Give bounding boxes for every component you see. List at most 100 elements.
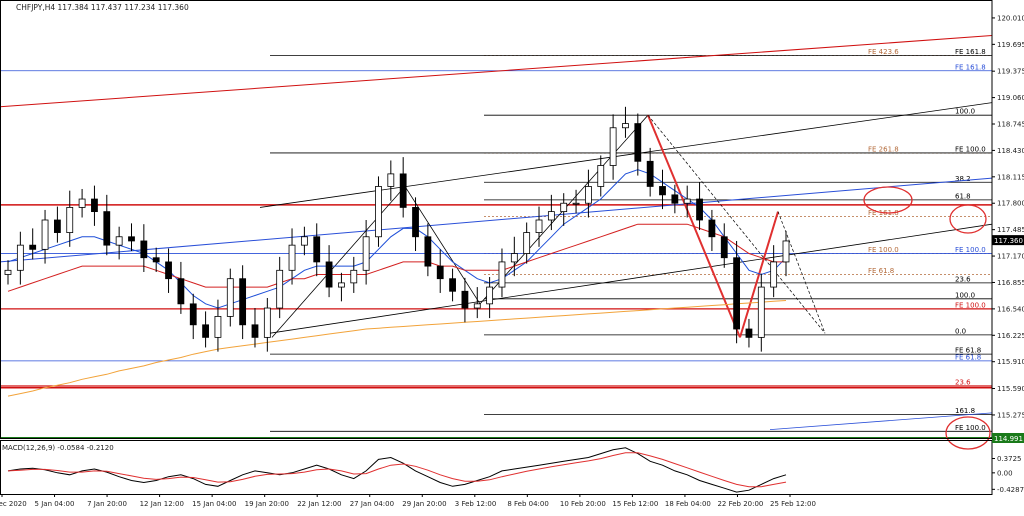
candle-body — [560, 202, 568, 213]
candle-body — [152, 257, 160, 263]
candle-body — [708, 219, 716, 238]
candle-body — [659, 186, 666, 196]
channel-lower — [269, 223, 993, 334]
candle-body — [16, 244, 24, 271]
macd-pane-frame — [0, 440, 993, 495]
x-tick-label: 15 Jan 04:00 — [192, 500, 236, 508]
y-tick-label: 118.745 — [997, 120, 1024, 128]
candle-body — [461, 290, 469, 309]
candle-body — [412, 207, 419, 238]
ma-line-slow — [7, 300, 787, 397]
fib-level-label: 0.0 — [955, 327, 966, 335]
y-tick-label: 117.170 — [997, 253, 1024, 261]
zigzag-segment — [271, 186, 406, 338]
candle-body — [523, 232, 531, 254]
candle-body — [757, 286, 765, 338]
candle-body — [696, 198, 703, 221]
fib-level-label: FE 161.8 — [955, 48, 986, 56]
ma-line-mid — [7, 223, 786, 292]
candle-body — [436, 265, 444, 280]
candle-body — [202, 324, 209, 338]
macd-y-tick-label: 0.00 — [997, 469, 1013, 477]
candle-body — [585, 186, 592, 204]
y-tick-label: 118.430 — [997, 147, 1024, 155]
candle-body — [300, 236, 308, 246]
candle-body — [597, 165, 605, 187]
fib-level-label: FE 100.0 — [955, 301, 986, 309]
candle-body — [4, 269, 12, 275]
fib-level-label: 23.6 — [955, 275, 971, 283]
candle-body — [498, 261, 506, 288]
x-tick-label: 7 Jan 20:00 — [87, 500, 127, 508]
x-tick-label: 22 Jan 12:00 — [297, 500, 341, 508]
candle-body — [424, 236, 432, 267]
y-tick-label: 119.375 — [997, 68, 1024, 76]
x-tick-label: 15 Feb 12:00 — [612, 500, 658, 508]
ma-line-fast — [7, 169, 787, 309]
y-tick-label: 116.540 — [997, 305, 1024, 313]
macd-y-tick-label: -0.4287 — [997, 486, 1024, 494]
fib-level-label: FE 261.8 — [868, 145, 899, 153]
y-tick-label: 117.485 — [997, 226, 1024, 234]
fib-level-label: FE 423.6 — [868, 48, 899, 56]
y-tick-label: 116.225 — [997, 332, 1024, 340]
current-price-label: 117.360 — [994, 237, 1023, 245]
candle-body — [189, 303, 197, 326]
candle-body — [535, 219, 543, 233]
macd-signal-line — [7, 452, 787, 488]
candle-body — [91, 198, 98, 213]
candle-body — [165, 261, 172, 280]
fib-level-label: 100.0 — [955, 291, 975, 299]
y-tick-label: 116.855 — [997, 279, 1024, 287]
x-tick-label: 8 Feb 04:00 — [507, 500, 548, 508]
candle-body — [362, 236, 370, 271]
candle-body — [683, 198, 691, 204]
candle-body — [473, 303, 481, 309]
current-price-box — [992, 235, 1024, 246]
y-tick-label: 115.910 — [997, 358, 1024, 366]
candle-body — [399, 173, 407, 208]
candle-body — [177, 278, 185, 305]
candle-body — [486, 286, 494, 305]
highlight-ellipse — [945, 416, 991, 450]
x-tick-label: 29 Jan 20:00 — [402, 500, 446, 508]
fib-level-label: FE 100.0 — [868, 246, 899, 254]
macd-title: MACD(12,26,9) -0.0584 -0.2120 — [2, 444, 114, 452]
x-tick-label: 19 Jan 20:00 — [245, 500, 289, 508]
x-tick-label: 25 Feb 12:00 — [770, 500, 816, 508]
zigzag-segment — [404, 186, 481, 305]
fib-level-label: FE 61.8 — [955, 347, 981, 355]
y-tick-label: 117.800 — [997, 200, 1024, 208]
y-tick-label: 119.060 — [997, 94, 1024, 102]
x-tick-label: 30 Dec 2020 — [0, 500, 27, 508]
candle-body — [29, 244, 37, 250]
candle-body — [239, 278, 247, 326]
fib-level-label: 61.8 — [955, 192, 971, 200]
lower-price-label: 114.991 — [994, 435, 1023, 443]
candle-body — [449, 278, 456, 292]
candle-body — [251, 324, 259, 338]
candle-body — [41, 219, 49, 250]
y-tick-label: 115.590 — [997, 385, 1024, 393]
projection-line — [647, 114, 826, 334]
candle-body — [572, 202, 580, 205]
candle-body — [263, 307, 271, 338]
candle-body — [375, 186, 382, 238]
highlight-ellipse — [949, 204, 987, 234]
fib-level-label: FE 61.8 — [868, 267, 894, 275]
x-tick-label: 3 Feb 12:00 — [455, 500, 496, 508]
candle-body — [214, 316, 222, 338]
ticker-header: CHFJPY,H4 117.384 117.437 117.234 117.36… — [16, 3, 189, 12]
candle-body — [646, 160, 654, 187]
fib-level-label: FE 100.0 — [955, 145, 986, 153]
candle-body — [338, 282, 345, 288]
trend-line-blue — [0, 177, 993, 263]
fib-level-label: FE 100.0 — [955, 424, 986, 432]
trend-line-blue-low — [769, 412, 993, 431]
zigzag-segment — [739, 211, 779, 338]
candle-body — [103, 211, 111, 246]
y-tick-label: 119.695 — [997, 41, 1024, 49]
x-tick-label: 27 Jan 04:00 — [350, 500, 394, 508]
